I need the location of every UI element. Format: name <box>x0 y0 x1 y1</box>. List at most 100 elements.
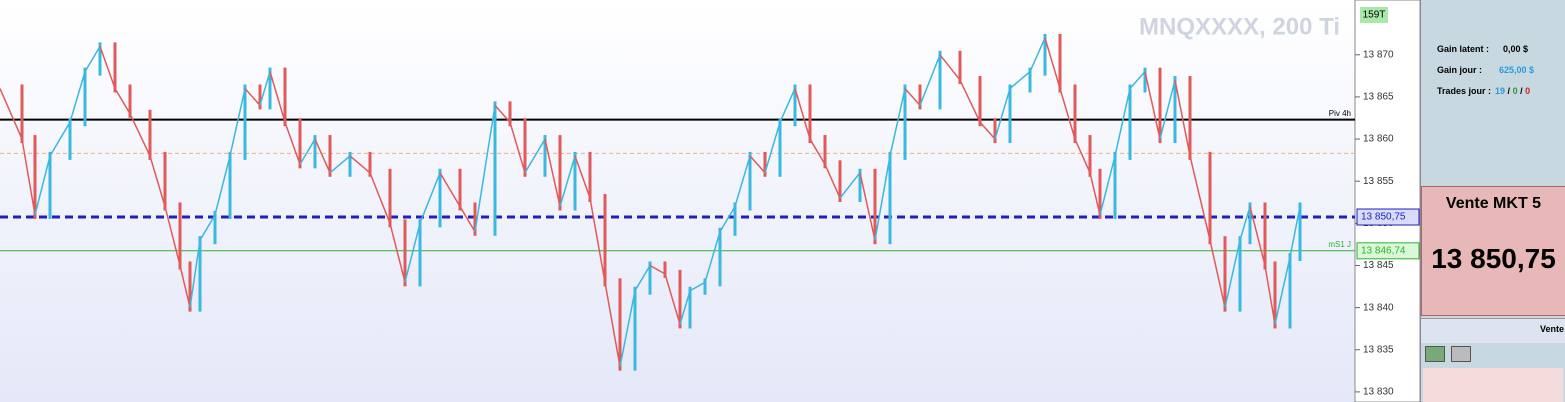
price-bar <box>523 118 527 177</box>
price-move <box>634 265 651 292</box>
price-bar <box>298 118 302 169</box>
price-bar <box>458 168 462 211</box>
y-tick-label: 13 855 <box>1363 176 1394 187</box>
price-move <box>604 282 621 367</box>
price-bar <box>228 151 232 219</box>
price-bar <box>508 101 512 127</box>
trades-win: 19 <box>1495 86 1506 96</box>
value: 0,00 $ <box>1503 44 1529 54</box>
price-move <box>99 46 116 89</box>
price-move <box>1114 88 1131 157</box>
price-bar <box>763 151 767 177</box>
price-bar <box>558 135 562 211</box>
label: Trades jour : <box>1437 86 1492 96</box>
price-bar <box>268 67 272 110</box>
price-bar <box>888 151 892 245</box>
price-move <box>1189 155 1211 241</box>
price-move <box>794 88 811 140</box>
price-move <box>889 88 906 157</box>
level-label: 13 850,75 <box>1361 212 1406 223</box>
badge: 159T <box>1363 10 1386 21</box>
price-bar <box>1298 202 1302 262</box>
price-bar <box>918 84 922 110</box>
price-move <box>689 281 706 292</box>
price-move <box>764 121 781 173</box>
price-move <box>179 265 191 308</box>
level-label-bg <box>1356 208 1420 226</box>
price-bar <box>1088 135 1092 177</box>
price-move <box>589 197 606 283</box>
price-bar <box>83 67 87 127</box>
price-bar <box>1073 84 1077 144</box>
y-tick-label: 13 845 <box>1363 260 1394 271</box>
icon-keyboard[interactable] <box>1451 346 1471 362</box>
price-bar <box>33 135 37 219</box>
price-bar <box>328 135 332 177</box>
y-tick-label: 13 870 <box>1363 49 1394 60</box>
watermark: MNQXXXX, 200 Ti <box>1139 13 1340 40</box>
price-move <box>1009 71 1031 90</box>
price-move <box>809 138 826 165</box>
price-bar <box>678 269 682 329</box>
sep: / <box>1507 86 1511 96</box>
price-move <box>1274 256 1291 325</box>
latent-row: Gain latent : 0,00 $ <box>1437 44 1528 54</box>
price-move <box>1159 79 1176 140</box>
price-move <box>664 273 681 325</box>
price-bar <box>368 151 372 177</box>
price-move <box>21 138 36 216</box>
price-move <box>284 121 301 165</box>
price-bar <box>1158 67 1162 144</box>
price-bar <box>48 151 52 219</box>
price-bar <box>1273 261 1277 329</box>
price-move <box>994 88 1011 140</box>
price-move <box>389 223 406 283</box>
price-move <box>439 172 461 207</box>
price-bar <box>618 278 622 371</box>
plot-bg <box>0 0 1355 402</box>
price-move <box>84 45 101 73</box>
price-bar <box>98 42 102 76</box>
price-move <box>244 87 261 106</box>
price-bar <box>493 101 497 236</box>
price-bar <box>588 151 592 203</box>
footer: Vente <box>1539 324 1564 334</box>
price-bar <box>1128 84 1132 160</box>
icon-grid[interactable] <box>1425 346 1445 362</box>
order-title: Vente MKT 5 <box>1445 195 1542 212</box>
order-price: 13 850,75 <box>1431 243 1556 274</box>
price-bar <box>603 194 607 287</box>
price-move <box>214 155 231 216</box>
price-bar <box>1043 33 1047 76</box>
price-move <box>1239 206 1251 241</box>
price-move <box>1174 79 1191 157</box>
price-move <box>69 71 86 123</box>
price-move <box>779 88 796 123</box>
level-label-bg <box>1356 242 1420 260</box>
price-bar <box>178 202 182 270</box>
price-bar <box>778 118 782 177</box>
price-move <box>1099 155 1116 216</box>
price-move <box>129 113 151 157</box>
price-bar <box>188 261 192 312</box>
price-move <box>559 155 576 207</box>
price-bar <box>993 118 997 144</box>
price-bar <box>1288 253 1292 329</box>
price-bar <box>1028 67 1032 93</box>
price-bar <box>873 168 877 245</box>
price-bar <box>748 151 752 211</box>
label: Gain jour : <box>1437 65 1482 75</box>
price-move <box>524 138 546 174</box>
price-bar <box>808 84 812 144</box>
price-bar <box>1223 236 1227 312</box>
price-bar <box>348 151 352 177</box>
price-move <box>114 88 131 115</box>
price-move <box>1224 240 1241 308</box>
y-tick-label: 13 830 <box>1363 387 1394 398</box>
price-move <box>494 104 511 123</box>
price-move <box>859 172 876 241</box>
price-bar <box>163 151 167 211</box>
trades-loss: 0 <box>1525 86 1531 96</box>
order-box[interactable]: Vente MKT 5 13 850,75 <box>1421 186 1565 316</box>
price-bar <box>1248 202 1252 245</box>
